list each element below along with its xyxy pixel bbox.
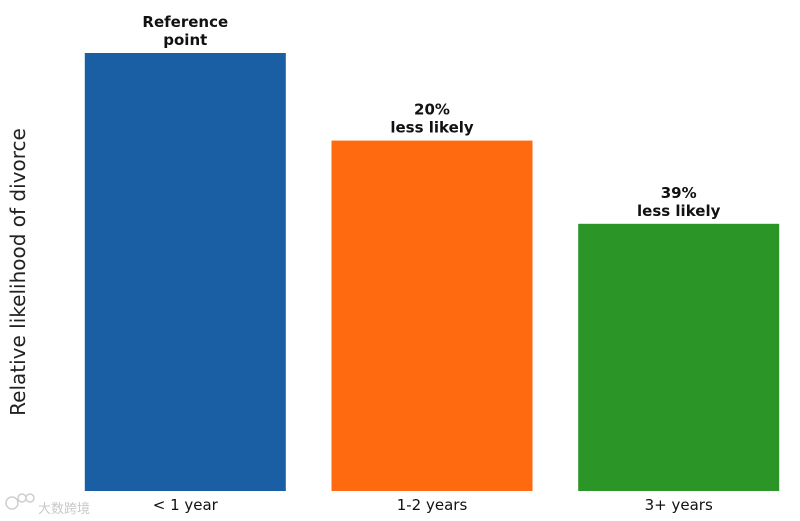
- x-tick-labels-group: < 1 year 1-2 years 3+ years: [153, 496, 713, 514]
- logo-icon: [5, 493, 35, 510]
- x-tick-label-lt-1-year: < 1 year: [153, 496, 219, 514]
- bar-label-lt-1-year-line-2: point: [163, 31, 207, 49]
- bar-1-2-years: [331, 140, 533, 491]
- x-tick-label-3plus-years: 3+ years: [645, 496, 713, 514]
- bar-label-lt-1-year-line-1: Reference: [142, 13, 228, 31]
- bar-label-1-2-years-line-1: 20%: [414, 101, 450, 119]
- bars-group: [84, 53, 780, 492]
- bar-label-3plus-years-line-1: 39%: [661, 184, 697, 202]
- bar-label-3plus-years-line-2: less likely: [637, 202, 721, 220]
- bar-lt-1-year: [84, 53, 286, 491]
- bar-label-1-2-years-line-2: less likely: [390, 119, 474, 137]
- y-axis-label: Relative likelihood of divorce: [6, 128, 30, 416]
- watermark: 大数跨境: [5, 493, 90, 517]
- x-tick-label-1-2-years: 1-2 years: [397, 496, 468, 514]
- bar-3plus-years: [578, 223, 780, 492]
- watermark-text: 大数跨境: [38, 502, 90, 517]
